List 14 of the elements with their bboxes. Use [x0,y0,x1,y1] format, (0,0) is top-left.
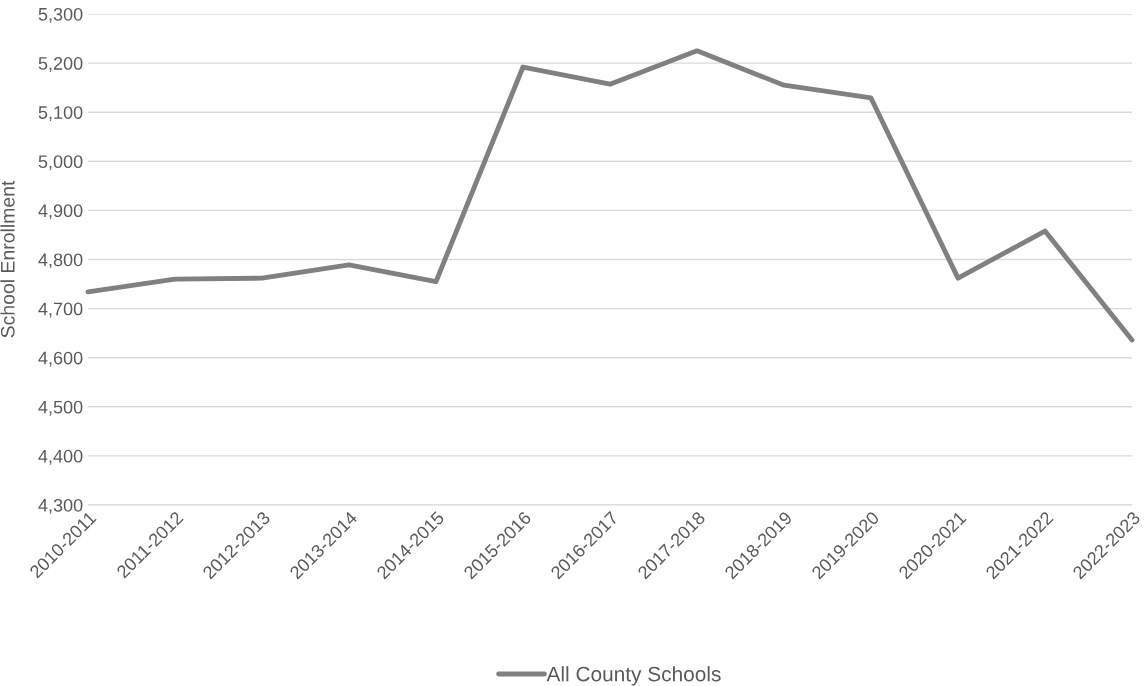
y-tick-label: 4,400 [38,449,83,465]
y-tick-label: 4,700 [38,302,83,318]
y-tick-label: 5,000 [38,155,83,171]
y-tick-label: 4,900 [38,204,83,220]
y-tick-label: 5,300 [38,7,83,23]
y-tick-label: 5,100 [38,106,83,122]
legend-label: All County Schools [546,666,721,686]
y-tick-label: 5,200 [38,57,83,72]
y-axis-title: School Enrollment [0,180,15,338]
y-tick-label: 4,300 [38,498,83,514]
y-tick-label: 4,800 [38,253,83,269]
y-tick-label: 4,500 [38,400,83,416]
line-series [85,48,1135,343]
y-tick-label: 4,600 [38,351,83,367]
